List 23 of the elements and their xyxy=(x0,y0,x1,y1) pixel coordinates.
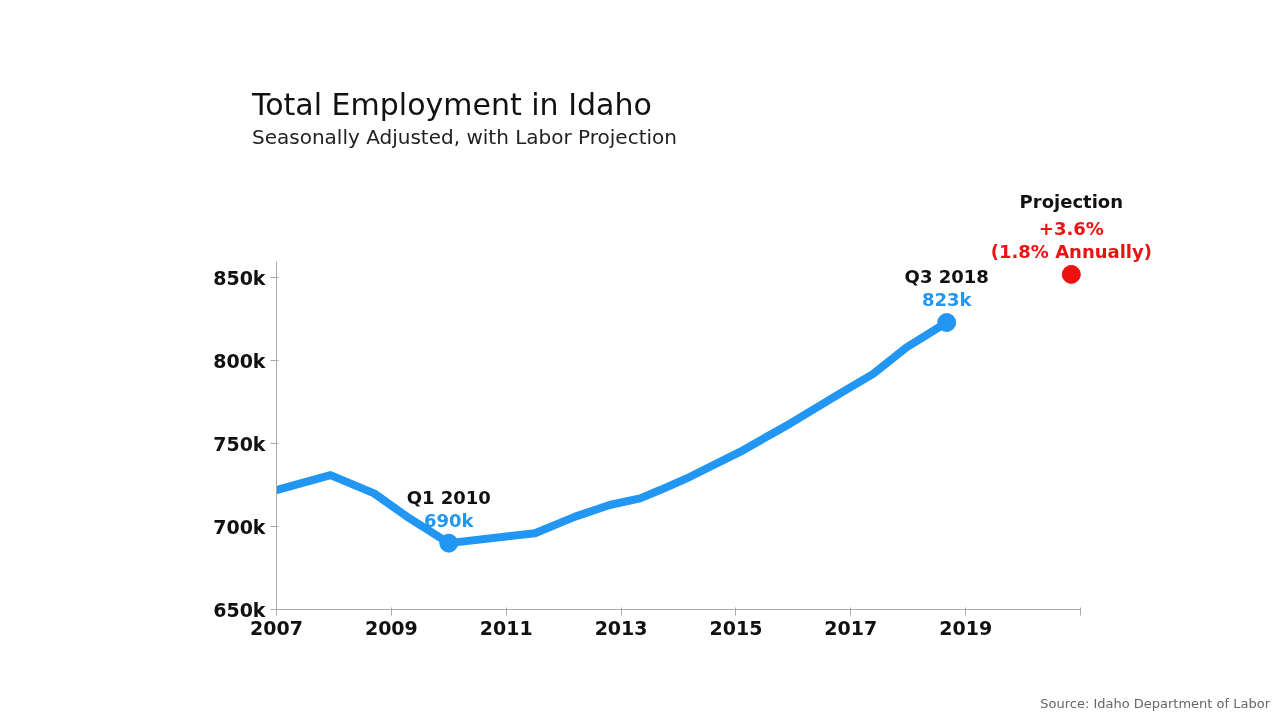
chart-subtitle: Seasonally Adjusted, with Labor Projection xyxy=(252,124,677,151)
data-label: 823k xyxy=(921,289,973,311)
point xyxy=(439,533,459,553)
annotation: +3.6% xyxy=(1038,218,1104,240)
text: Projection xyxy=(1019,191,1124,213)
y-tick-label: 850k xyxy=(213,266,266,289)
annotation: Q3 2018 xyxy=(904,266,989,288)
x-tick-label: 2019 xyxy=(939,616,993,639)
x-tick-label: 2015 xyxy=(709,616,763,639)
x-tick-label: 2017 xyxy=(824,616,878,639)
annotation: Q1 2010 xyxy=(406,487,491,509)
x-tick-label: 2011 xyxy=(479,616,533,639)
chart-title: Total Employment in Idaho xyxy=(252,87,653,123)
x-tick-label: 2009 xyxy=(364,616,418,639)
point xyxy=(1061,264,1081,284)
y-tick-label: 700k xyxy=(213,515,266,538)
x-tick-label: 2013 xyxy=(594,616,648,639)
data-label: 690k xyxy=(424,510,475,532)
annotation: (1.8% Annually) xyxy=(990,241,1152,263)
source-note: Source: Idaho Department of Labor xyxy=(1040,695,1270,713)
y-tick-label: 800k xyxy=(213,349,266,372)
point xyxy=(937,313,957,332)
y-tick-label: 750k xyxy=(213,432,266,455)
